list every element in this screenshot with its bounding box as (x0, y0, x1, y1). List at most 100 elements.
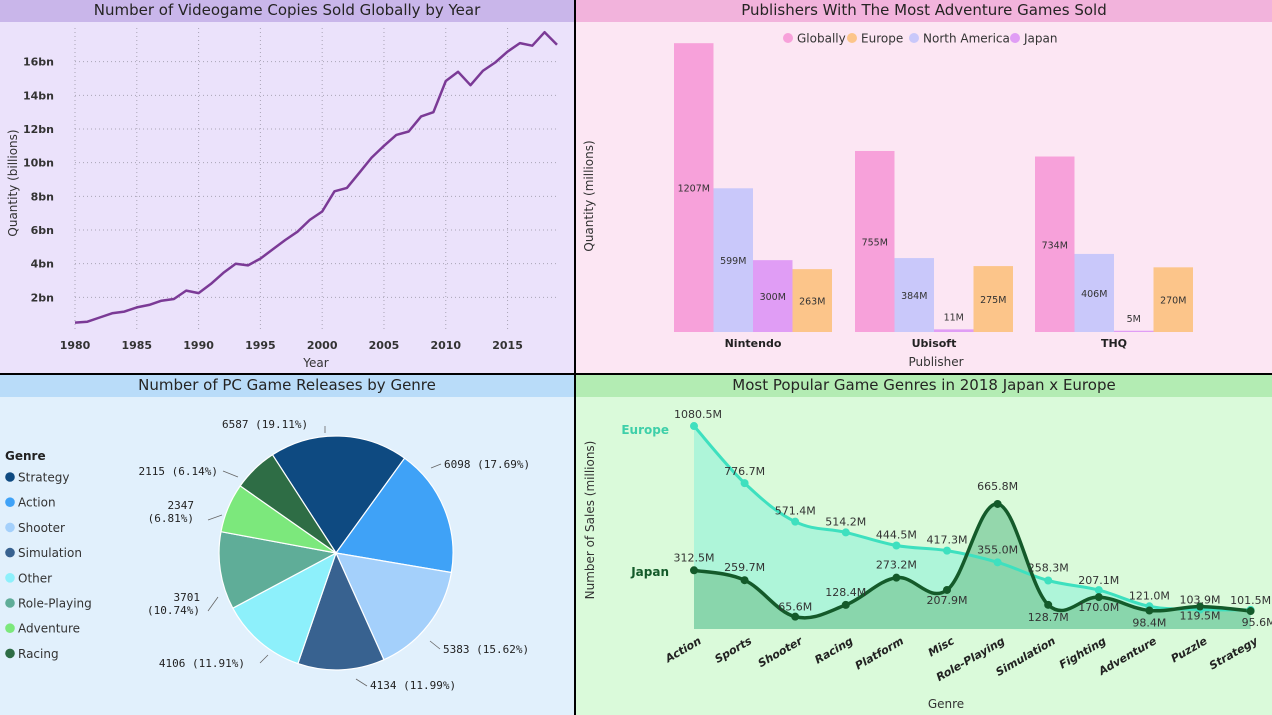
bar (674, 43, 714, 332)
slice-data-label: 6587 (19.11%) (222, 418, 308, 431)
y-axis-title: Quantity (billions) (6, 129, 20, 236)
europe-data-label: 207.1M (1078, 574, 1119, 587)
europe-point (690, 422, 698, 431)
category-label: Sports (712, 634, 754, 666)
bar-data-label: 599M (720, 256, 746, 267)
pie-chart-panel: 6587 (19.11%) 6098 (17.69%) 5383 (15.62%) 4… (0, 375, 574, 715)
japan-point (1094, 593, 1103, 602)
y-tick-label: 10bn (23, 157, 54, 170)
europe-series-label: Europe (621, 423, 669, 437)
line-chart-title: Number of Videogame Copies Sold Globally… (0, 0, 574, 22)
pie-slice (334, 552, 453, 661)
bar (713, 188, 753, 332)
category-label: THQ (1101, 337, 1127, 350)
japan-data-label: 273.2M (876, 559, 917, 572)
x-tick-label: 1985 (121, 339, 152, 352)
y-tick-label: 4bn (31, 258, 54, 271)
x-axis-title: Publisher (908, 355, 963, 369)
japan-point (791, 612, 800, 621)
legend-marker (5, 497, 15, 507)
legend-label: Europe (861, 32, 903, 46)
bar-chart: 1207M 599M 300M 263M Nintendo 755M 384M 11M 275M… (582, 32, 1193, 369)
europe-data-label: 571.4M (775, 505, 816, 518)
japan-data-label: 170.0M (1078, 601, 1119, 614)
bar-data-label: 270M (1160, 296, 1186, 307)
bar-data-label: 275M (980, 295, 1006, 306)
bar (1153, 267, 1193, 332)
x-tick-label: 1980 (60, 339, 91, 352)
japan-point (841, 600, 850, 609)
y-tick-label: 12bn (23, 123, 54, 136)
slice-data-label: 2115 (6.14%) (139, 465, 218, 478)
x-tick-label: 2000 (307, 339, 338, 352)
japan-point (1044, 600, 1053, 609)
europe-point (841, 528, 850, 537)
legend-label: Shooter (18, 521, 65, 535)
bar-data-label: 384M (901, 291, 927, 302)
x-axis-title: Genre (928, 697, 964, 711)
europe-area (694, 426, 1251, 629)
bar-data-label: 5M (1127, 314, 1141, 325)
bar-data-label: 300M (760, 292, 786, 303)
japan-point (943, 585, 951, 594)
legend-label: Role-Playing (18, 597, 92, 611)
y-tick-label: 14bn (23, 89, 54, 102)
bar-data-label: 11M (944, 312, 964, 323)
europe-point (1044, 576, 1053, 585)
legend-title: Genre (5, 449, 46, 463)
europe-point (993, 558, 1002, 567)
europe-point (892, 541, 901, 550)
pie-slice (297, 551, 385, 671)
slice-data-label: 6098 (17.69%) (444, 458, 530, 471)
x-tick-label: 2015 (492, 339, 523, 352)
japan-data-label: 312.5M (674, 551, 715, 564)
europe-data-label: 776.7M (724, 465, 765, 478)
legend-marker (847, 33, 857, 43)
y-tick-label: 2bn (31, 291, 54, 304)
y-tick-label: 16bn (23, 56, 54, 69)
slice-data-label: 4106 (11.91%) (159, 657, 245, 670)
bar (1074, 253, 1114, 332)
area-chart-title: Most Popular Game Genres in 2018 Japan x… (576, 375, 1272, 397)
leader-line (429, 640, 441, 650)
legend-label: Japan (1023, 32, 1057, 46)
category-label: Nintendo (725, 337, 782, 350)
legend-label: Globally (797, 32, 846, 46)
japan-point (740, 576, 749, 585)
leader-line (430, 463, 442, 469)
category-label: Misc (926, 634, 957, 659)
legend-marker (5, 573, 15, 583)
legend-marker (5, 623, 15, 633)
legend-label: Racing (18, 647, 59, 661)
europe-point (1094, 586, 1103, 595)
x-axis-title: Year (302, 356, 328, 370)
legend-marker (5, 472, 15, 482)
japan-point (1246, 607, 1255, 616)
japan-point (993, 499, 1002, 508)
pie-slice (271, 435, 406, 555)
area-chart-panel: 1080.5M 776.7M 571.4M 514.2M 444.5M 417.3M 355… (576, 375, 1272, 715)
bar (1035, 156, 1075, 332)
legend-marker (5, 547, 15, 558)
bar (753, 260, 793, 332)
legend-label: North America (923, 32, 1010, 46)
category-label: Platform (853, 634, 906, 672)
bar-data-label: 263M (799, 297, 825, 308)
leader-line (207, 514, 223, 521)
legend-marker (5, 522, 15, 533)
legend-label: Strategy (18, 471, 69, 485)
category-label: Action (662, 634, 703, 665)
legend-label: Simulation (18, 546, 82, 560)
slice-data-label: 3701 (174, 591, 201, 604)
japan-series-label: Japan (630, 565, 669, 579)
japan-data-label: 128.4M (825, 586, 866, 599)
slice-data-label: 5383 (15.62%) (443, 643, 529, 656)
category-label: Ubisoft (912, 337, 957, 350)
pie-slice (218, 531, 338, 610)
bar-data-label: 755M (862, 237, 888, 248)
europe-data-label: 103.9M (1180, 593, 1221, 606)
japan-point (1196, 602, 1204, 611)
europe-data-label: 1080.5M (674, 408, 722, 421)
sales-line (74, 30, 558, 324)
line-chart: 2bn 4bn 6bn 8bn 10bn 12bn 14bn 16bn 1980 1985 1990… (6, 28, 558, 370)
